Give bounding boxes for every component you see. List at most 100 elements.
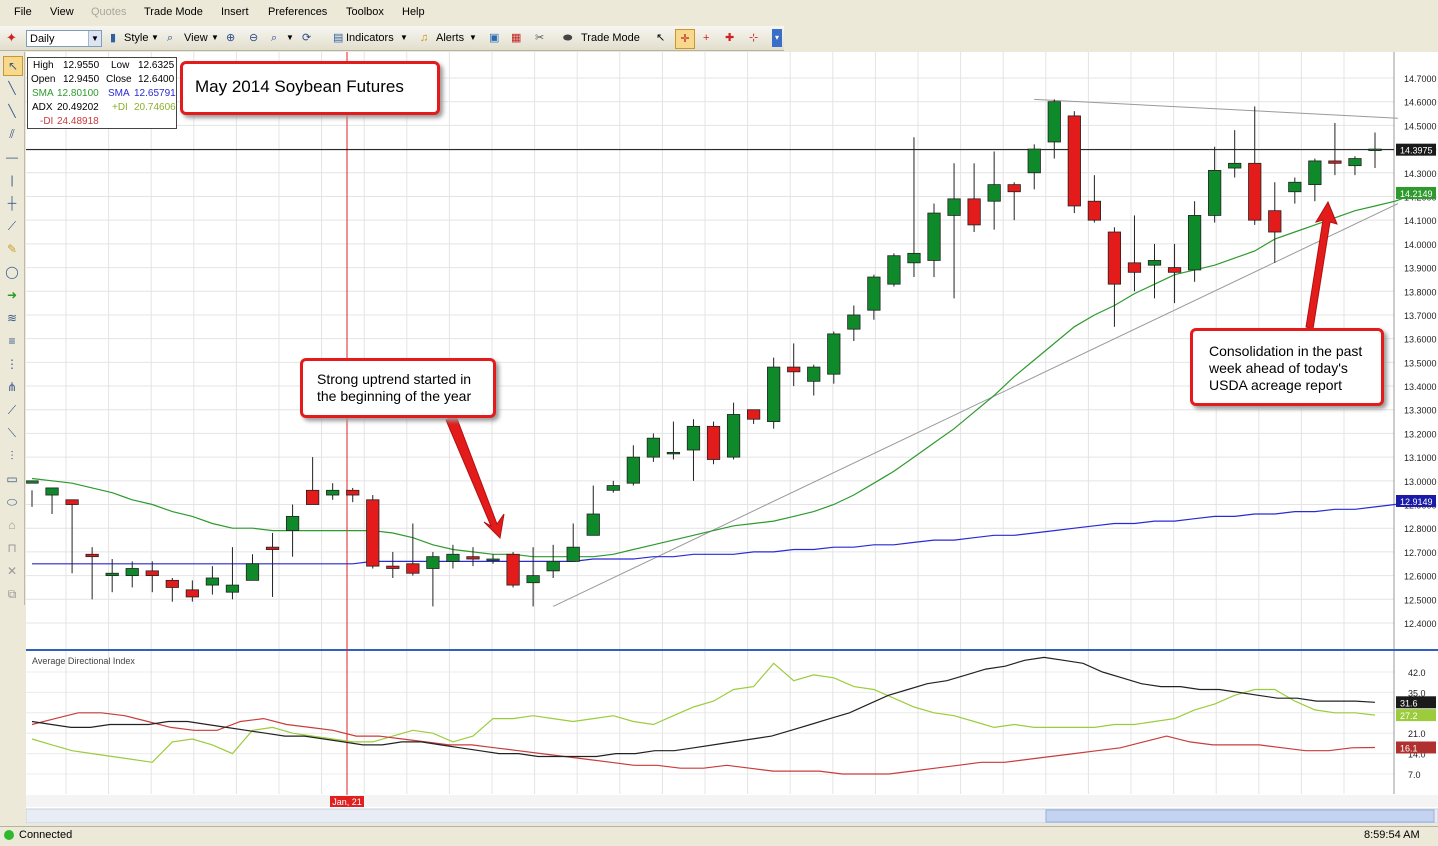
candle-body bbox=[1147, 260, 1162, 266]
interval-select[interactable]: Daily ▼ bbox=[26, 30, 102, 47]
crosshair-icon[interactable]: ✚ bbox=[725, 32, 735, 44]
chart-area[interactable]: 12.400012.500012.600012.700012.800012.90… bbox=[26, 52, 1438, 824]
ray-tool-icon[interactable]: ╲ bbox=[8, 104, 16, 118]
note-icon[interactable]: ✎ bbox=[6, 242, 18, 256]
candle-body bbox=[987, 184, 1001, 202]
trade-mode-button[interactable]: Trade Mode bbox=[581, 32, 640, 44]
candle-body bbox=[566, 546, 580, 562]
gann-icon[interactable]: ⟋ bbox=[7, 403, 17, 417]
adx-value: 20.49202 bbox=[57, 102, 99, 113]
sma-long-line bbox=[32, 501, 1416, 565]
callout-icon[interactable]: ◯ bbox=[5, 265, 19, 279]
arc-icon[interactable]: ⫶ bbox=[10, 449, 14, 463]
candle-body bbox=[807, 366, 821, 382]
sma-long-value: 12.65791 bbox=[134, 88, 176, 99]
toolbar-overflow-icon[interactable]: ▾ bbox=[772, 29, 782, 47]
candle-body bbox=[1127, 262, 1142, 273]
lock-icon[interactable]: ⌂ bbox=[8, 518, 16, 532]
menu-insert[interactable]: Insert bbox=[221, 6, 249, 18]
pin-icon[interactable]: ✦ bbox=[6, 30, 17, 45]
adx-tick-label: 7.0 bbox=[1408, 770, 1421, 780]
candle-body bbox=[426, 556, 440, 569]
menu-bar: File View Quotes Trade Mode Insert Prefe… bbox=[0, 0, 1438, 26]
pdi-label: +DI bbox=[112, 102, 128, 113]
candle-body bbox=[686, 425, 701, 451]
arrow-icon[interactable]: ➜ bbox=[6, 288, 18, 302]
pointer-icon[interactable]: ↖ bbox=[3, 56, 23, 76]
candle-body bbox=[546, 560, 560, 572]
chart-title-callout[interactable]: May 2014 Soybean Futures bbox=[180, 61, 440, 115]
delete-icon[interactable]: ✕ bbox=[6, 564, 18, 578]
price-tick-label: 13.2000 bbox=[1404, 429, 1437, 439]
menu-view[interactable]: View bbox=[50, 6, 74, 18]
speed-line-icon[interactable]: ⟍ bbox=[7, 426, 17, 440]
candle-body bbox=[867, 276, 881, 311]
candle-body bbox=[626, 456, 640, 484]
chevron-down-icon[interactable]: ▼ bbox=[151, 33, 159, 42]
refresh-icon[interactable]: ⟳ bbox=[302, 32, 312, 44]
crosshair-icon[interactable]: ⊹ bbox=[749, 32, 759, 44]
candle-body bbox=[1007, 184, 1021, 193]
mdi-label: -DI bbox=[40, 116, 54, 127]
bell-icon: ♫ bbox=[420, 32, 429, 44]
menu-file[interactable]: File bbox=[14, 6, 32, 18]
adx-badge: 31.6 bbox=[1400, 698, 1418, 708]
menu-help[interactable]: Help bbox=[402, 6, 425, 18]
cross-line-icon[interactable]: ┼ bbox=[7, 196, 17, 210]
price-chart[interactable]: 12.400012.500012.600012.700012.800012.90… bbox=[26, 52, 1438, 824]
menu-trade-mode[interactable]: Trade Mode bbox=[144, 6, 203, 18]
candle-body bbox=[446, 553, 460, 562]
menu-quotes[interactable]: Quotes bbox=[91, 6, 127, 18]
adx-tick-label: 35.0 bbox=[1408, 688, 1426, 698]
price-tick-label: 13.0000 bbox=[1404, 477, 1437, 487]
view-button[interactable]: View bbox=[184, 32, 208, 44]
alerts-button[interactable]: Alerts bbox=[436, 32, 465, 44]
vertical-line-icon[interactable]: | bbox=[10, 173, 14, 187]
trend-tool-icon[interactable]: ⟋ bbox=[7, 219, 17, 233]
candle-body bbox=[1027, 148, 1041, 174]
close-value: 12.6400 bbox=[138, 74, 175, 85]
wave-icon[interactable]: ≋ bbox=[6, 311, 18, 325]
consolidation-callout[interactable]: Consolidation in the past week ahead of … bbox=[1190, 328, 1384, 406]
zoom-in-icon[interactable]: ⊕ bbox=[226, 32, 236, 44]
fib-fan-icon[interactable]: ⋮ bbox=[6, 357, 18, 371]
style-button[interactable]: Style bbox=[124, 32, 149, 44]
quote-icon[interactable]: ▣ bbox=[489, 32, 500, 44]
crosshair-icon[interactable]: ✛ bbox=[675, 29, 695, 49]
crosshair-icon[interactable]: + bbox=[703, 32, 710, 44]
candle-body bbox=[1268, 210, 1282, 233]
pitchfork-icon[interactable]: ⋔ bbox=[6, 380, 18, 394]
indicators-button[interactable]: Indicators bbox=[346, 32, 394, 44]
menu-toolbox[interactable]: Toolbox bbox=[346, 6, 384, 18]
chevron-down-icon[interactable]: ▼ bbox=[400, 33, 408, 42]
line-tool-icon[interactable]: ╲ bbox=[8, 81, 16, 95]
uptrend-callout[interactable]: Strong uptrend started in the beginning … bbox=[300, 358, 496, 418]
tools-icon[interactable]: ✂ bbox=[535, 32, 545, 44]
candle-body bbox=[847, 314, 861, 330]
magnet-icon[interactable]: ⊓ bbox=[7, 541, 17, 555]
zoom-out-icon[interactable]: ⊖ bbox=[249, 32, 259, 44]
adx-tick-label: 21.0 bbox=[1408, 729, 1426, 739]
zoom-icon[interactable]: ⌕ bbox=[271, 32, 278, 44]
horizontal-line-icon[interactable]: — bbox=[6, 150, 18, 164]
chevron-down-icon[interactable]: ▼ bbox=[286, 33, 294, 42]
candle-body bbox=[767, 366, 781, 422]
copy-icon[interactable]: ⧉ bbox=[7, 587, 17, 601]
candle-body bbox=[706, 425, 721, 460]
pointer-icon[interactable]: ↖ bbox=[656, 32, 666, 44]
chevron-down-icon[interactable]: ▼ bbox=[211, 33, 219, 42]
candle-body bbox=[787, 366, 801, 373]
price-tick-label: 14.7000 bbox=[1404, 74, 1437, 84]
mdi-badge-bg bbox=[1396, 741, 1436, 754]
chevron-down-icon[interactable]: ▼ bbox=[88, 31, 101, 46]
candle-body bbox=[185, 589, 199, 598]
channel-tool-icon[interactable]: ⫽ bbox=[9, 127, 15, 141]
fib-icon[interactable]: ≡ bbox=[8, 334, 16, 348]
color-icon[interactable]: ▦ bbox=[511, 32, 522, 44]
chevron-down-icon[interactable]: ▼ bbox=[469, 33, 477, 42]
low-value: 12.6325 bbox=[138, 60, 175, 71]
ellipse-icon[interactable]: ⬭ bbox=[6, 495, 18, 509]
rectangle-icon[interactable]: ▭ bbox=[6, 472, 18, 486]
menu-preferences[interactable]: Preferences bbox=[268, 6, 328, 18]
candle-body bbox=[225, 584, 240, 593]
